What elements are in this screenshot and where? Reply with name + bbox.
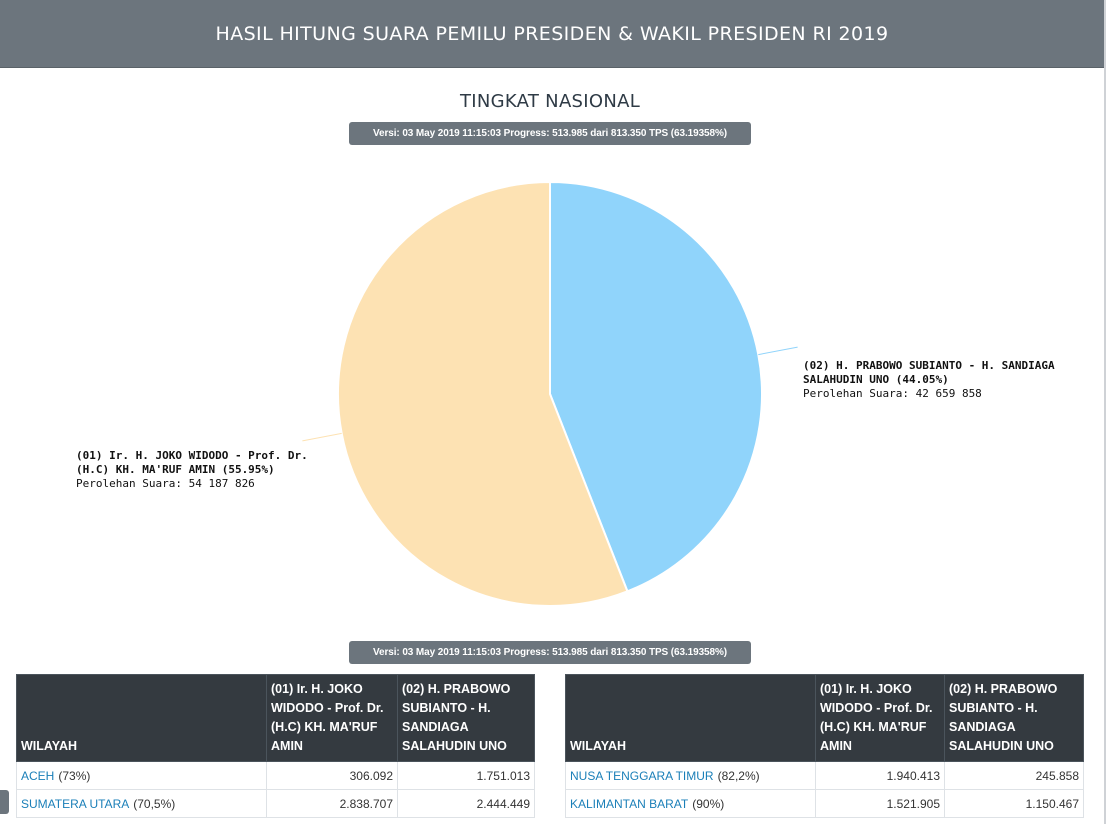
version-badge: Versi: 03 May 2019 11:15:03 Progress: 51… [349, 122, 751, 145]
region-progress-percent: (90%) [692, 796, 725, 811]
col-header-region: WILAYAH [16, 674, 267, 762]
region-link[interactable]: NUSA TENGGARA TIMUR [570, 768, 714, 783]
table-row: ACEH (73%) 306.092 1.751.013 [16, 761, 535, 790]
pie-slice-02[interactable] [549, 180, 763, 593]
region-progress-percent: (82,2%) [717, 768, 760, 783]
col-header-region: WILAYAH [565, 674, 816, 762]
votes-01-cell: 1.521.905 [815, 789, 945, 818]
col-header-candidate-02: (02) H. PRABOWO SUBIANTO - H. SANDIAGA S… [944, 674, 1084, 762]
region-cell: KALIMANTAN BARAT (90%) [565, 789, 816, 818]
votes-02-cell: 1.150.467 [944, 789, 1084, 818]
pie-label-01: (01) Ir. H. JOKO WIDODO - Prof. Dr. (H.C… [76, 435, 316, 505]
section-title: TINGKAT NASIONAL [459, 91, 641, 112]
region-progress-percent: (70,5%) [133, 796, 176, 811]
votes-02-cell: 245.858 [944, 761, 1084, 790]
votes-01-cell: 1.940.413 [815, 761, 945, 790]
pie-label-02-votes: Perolehan Suara: 42 659 858 [803, 387, 982, 400]
region-table-left: WILAYAH (01) Ir. H. JOKO WIDODO - Prof. … [16, 674, 535, 818]
table-row: KALIMANTAN BARAT (90%) 1.521.905 1.150.467 [565, 789, 1084, 818]
pie-label-01-votes: Perolehan Suara: 54 187 826 [76, 477, 255, 490]
table-row: NUSA TENGGARA TIMUR (82,2%) 1.940.413 245.8… [565, 761, 1084, 790]
page-header: HASIL HITUNG SUARA PEMILU PRESIDEN & WAK… [0, 0, 1104, 68]
table-row: SUMATERA UTARA (70,5%) 2.838.707 2.444.449 [16, 789, 535, 818]
pie-leader-line-02 [758, 346, 798, 356]
pie-label-02: (02) H. PRABOWO SUBIANTO - H. SANDIAGA S… [803, 345, 1063, 415]
pie-slice-01[interactable] [337, 180, 629, 607]
votes-01-cell: 2.838.707 [266, 789, 398, 818]
scrollbar-edge [1104, 0, 1106, 824]
side-scroll-tab[interactable] [0, 790, 9, 814]
region-link[interactable]: KALIMANTAN BARAT [570, 796, 689, 811]
pie-leader-line-01 [302, 432, 342, 442]
page-title: HASIL HITUNG SUARA PEMILU PRESIDEN & WAK… [215, 22, 889, 45]
votes-02-cell: 1.751.013 [397, 761, 535, 790]
region-cell: ACEH (73%) [16, 761, 267, 790]
region-link[interactable]: SUMATERA UTARA [21, 796, 130, 811]
region-progress-percent: (73%) [58, 768, 91, 783]
version-badge-bottom: Versi: 03 May 2019 11:15:03 Progress: 51… [349, 641, 751, 664]
pie-label-01-text: (01) Ir. H. JOKO WIDODO - Prof. Dr. (H.C… [76, 449, 308, 476]
col-header-candidate-01: (01) Ir. H. JOKO WIDODO - Prof. Dr. (H.C… [815, 674, 945, 762]
region-cell: SUMATERA UTARA (70,5%) [16, 789, 267, 818]
region-link[interactable]: ACEH [21, 768, 55, 783]
votes-02-cell: 2.444.449 [397, 789, 535, 818]
col-header-candidate-01: (01) Ir. H. JOKO WIDODO - Prof. Dr. (H.C… [266, 674, 398, 762]
region-table-right: WILAYAH (01) Ir. H. JOKO WIDODO - Prof. … [565, 674, 1084, 818]
votes-01-cell: 306.092 [266, 761, 398, 790]
pie-label-02-text: (02) H. PRABOWO SUBIANTO - H. SANDIAGA S… [803, 359, 1055, 386]
pie-chart [302, 180, 798, 607]
col-header-candidate-02: (02) H. PRABOWO SUBIANTO - H. SANDIAGA S… [397, 674, 535, 762]
region-cell: NUSA TENGGARA TIMUR (82,2%) [565, 761, 816, 790]
